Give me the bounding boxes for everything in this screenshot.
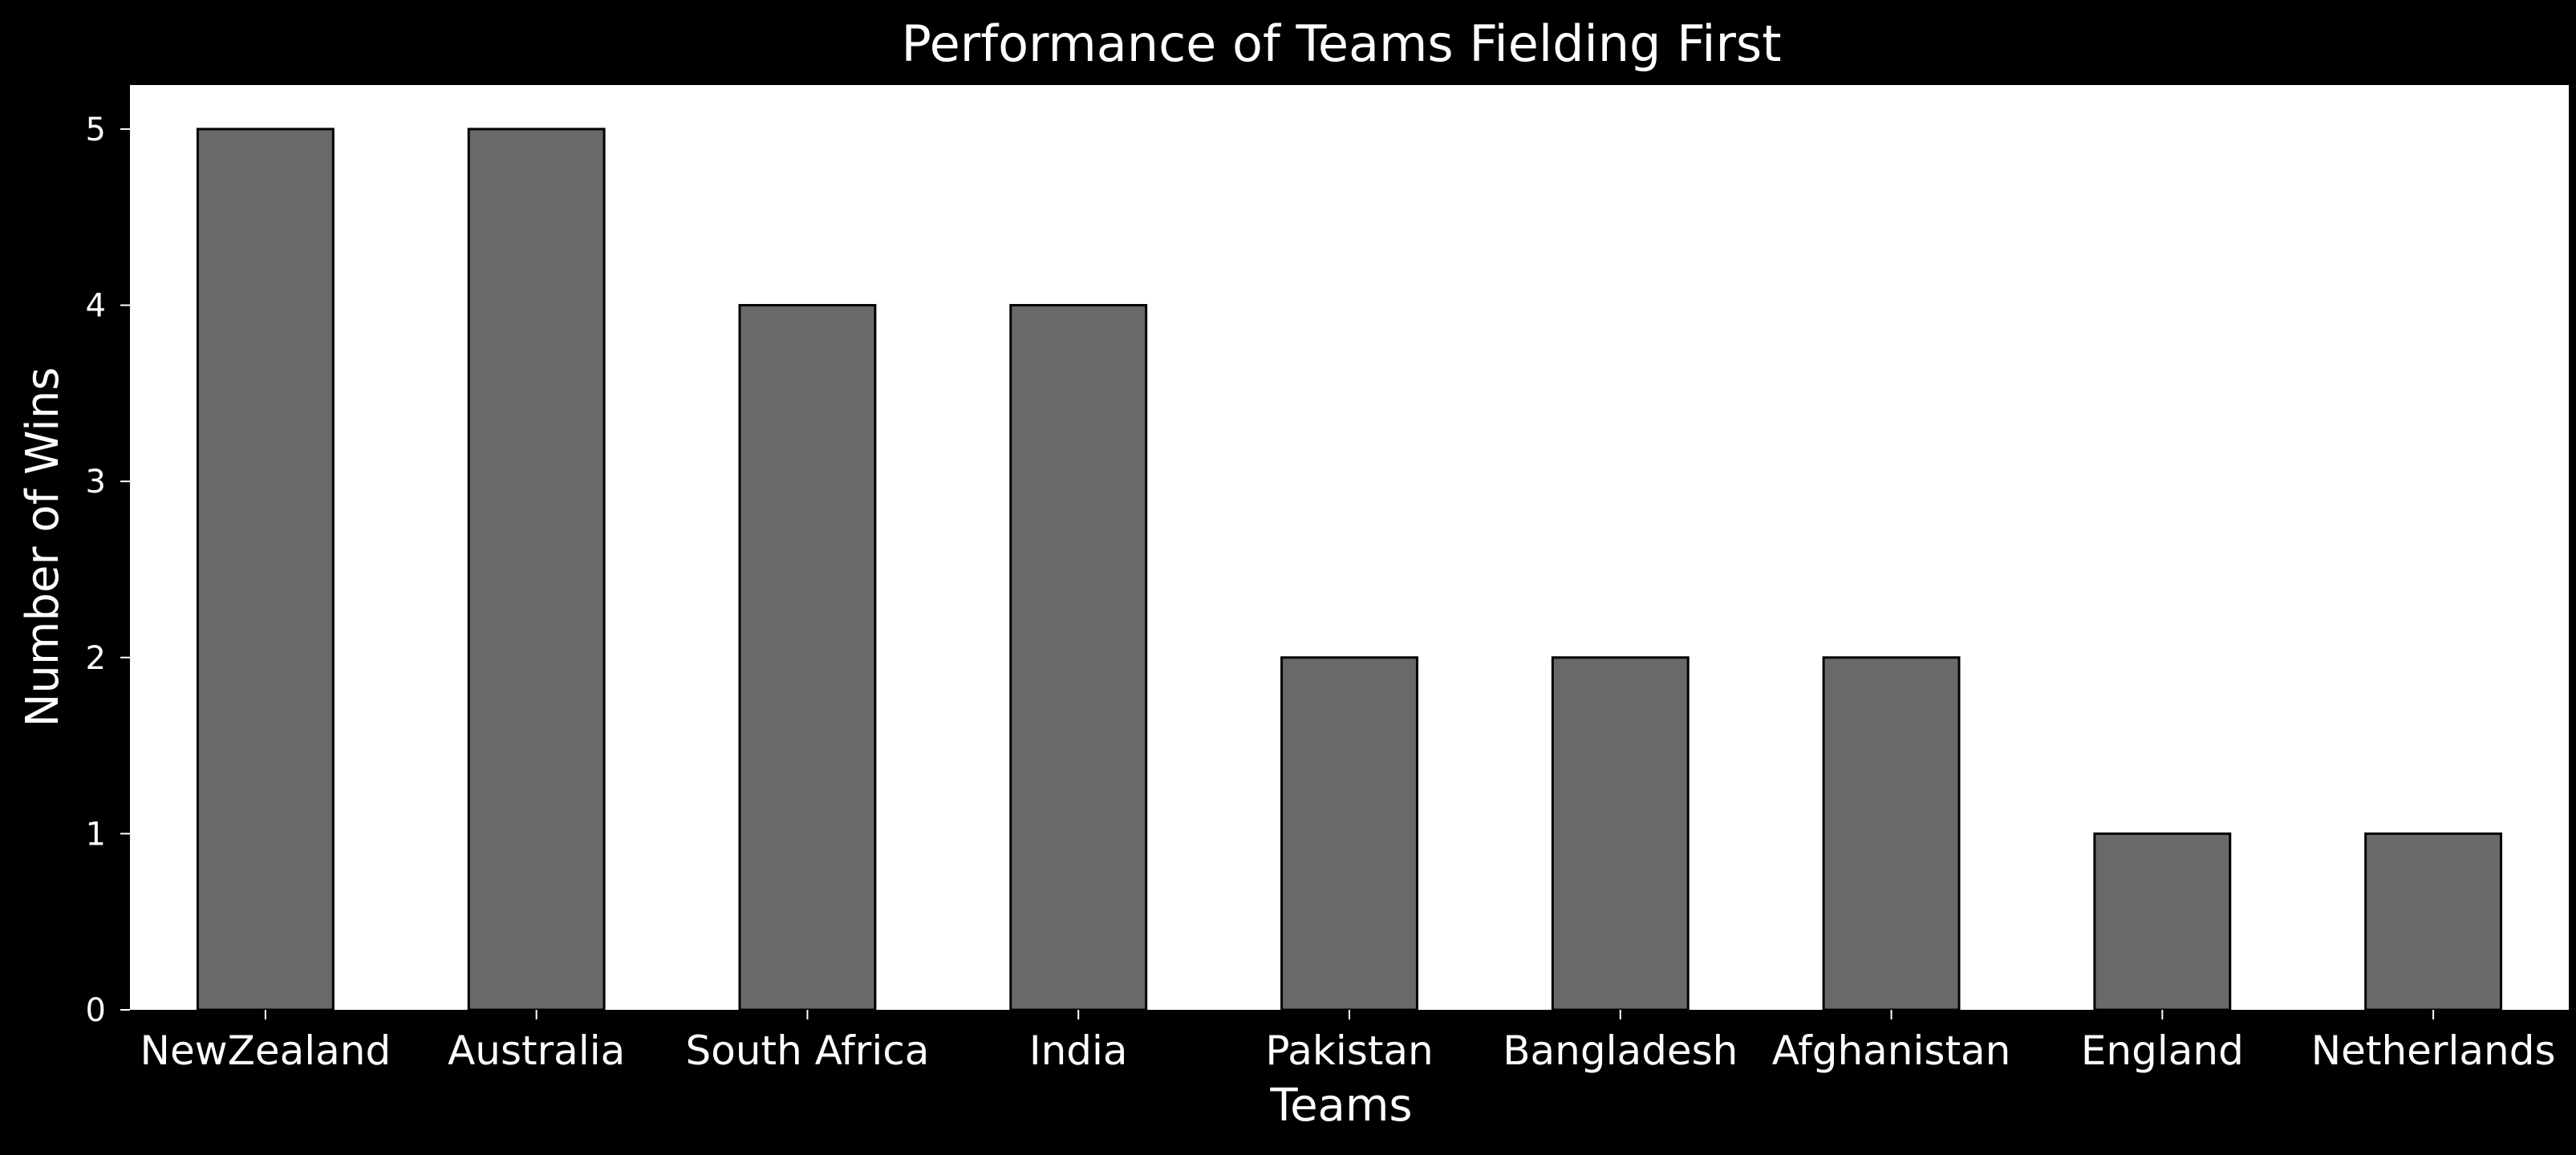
x-tick-label: India	[1029, 1027, 1128, 1074]
chart-title: Performance of Teams Fielding First	[901, 14, 1781, 73]
y-axis-label: Number of Wins	[17, 367, 69, 727]
x-tick-label: Bangladesh	[1503, 1027, 1738, 1074]
y-tick-label: 0	[86, 992, 106, 1029]
bar-england	[2093, 832, 2232, 1011]
x-tick-label: Australia	[448, 1027, 625, 1074]
bar-afghanistan	[1822, 656, 1961, 1011]
bar-newzealand	[196, 128, 335, 1011]
x-ticks-group: NewZealand Australia South Africa India Paki…	[140, 1010, 2556, 1074]
y-tick-label: 1	[86, 816, 106, 853]
bar-australia	[467, 128, 606, 1011]
bar-south-africa	[738, 304, 877, 1011]
bar-india	[1009, 304, 1148, 1011]
y-ticks-group: 0 1 2 3 4 5	[86, 111, 130, 1029]
x-tick-label: Netherlands	[2311, 1027, 2556, 1074]
x-tick-label: South Africa	[686, 1027, 930, 1074]
x-tick-label: Pakistan	[1265, 1027, 1433, 1074]
x-axis-label: Teams	[1269, 1080, 1412, 1132]
bar-pakistan	[1280, 656, 1418, 1011]
y-tick-label: 2	[86, 640, 106, 677]
bars-group	[196, 128, 2503, 1011]
y-tick-label: 3	[86, 464, 106, 500]
x-tick-label: England	[2081, 1027, 2244, 1074]
y-tick-label: 4	[86, 288, 106, 325]
bar-bangladesh	[1551, 656, 1690, 1011]
x-tick-label: Afghanistan	[1772, 1027, 2011, 1074]
x-tick-label: NewZealand	[140, 1027, 391, 1074]
y-tick-label: 5	[86, 111, 106, 148]
bar-netherlands	[2364, 832, 2503, 1011]
